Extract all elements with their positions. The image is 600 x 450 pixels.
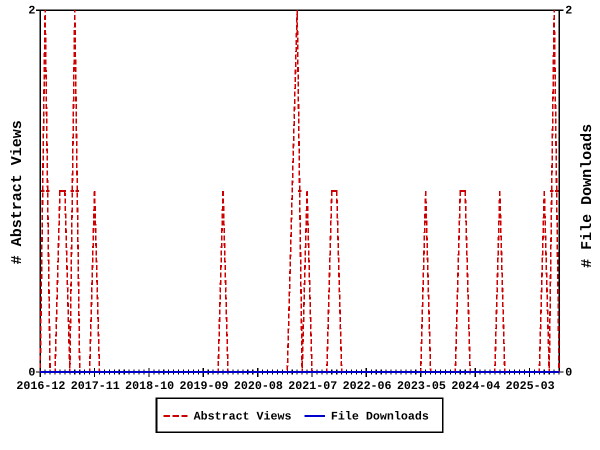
svg-text:0: 0 (565, 365, 572, 379)
svg-text:# File Downloads: # File Downloads (579, 124, 596, 268)
svg-text:# Abstract Views: # Abstract Views (9, 120, 26, 264)
svg-text:2022-06: 2022-06 (343, 379, 392, 393)
svg-text:2025-03: 2025-03 (506, 379, 555, 393)
svg-text:2: 2 (28, 4, 35, 18)
svg-text:2024-04: 2024-04 (451, 379, 500, 393)
svg-text:2019-09: 2019-09 (180, 379, 229, 393)
svg-text:2016-12: 2016-12 (16, 379, 65, 393)
svg-text:2021-07: 2021-07 (288, 379, 337, 393)
svg-text:2020-08: 2020-08 (234, 379, 283, 393)
svg-text:File Downloads: File Downloads (331, 409, 429, 423)
svg-text:2: 2 (565, 4, 572, 18)
svg-text:0: 0 (28, 365, 35, 379)
svg-text:2023-05: 2023-05 (397, 379, 446, 393)
svg-text:2018-10: 2018-10 (125, 379, 174, 393)
svg-text:Abstract Views: Abstract Views (194, 409, 292, 423)
svg-text:2017-11: 2017-11 (71, 379, 120, 393)
